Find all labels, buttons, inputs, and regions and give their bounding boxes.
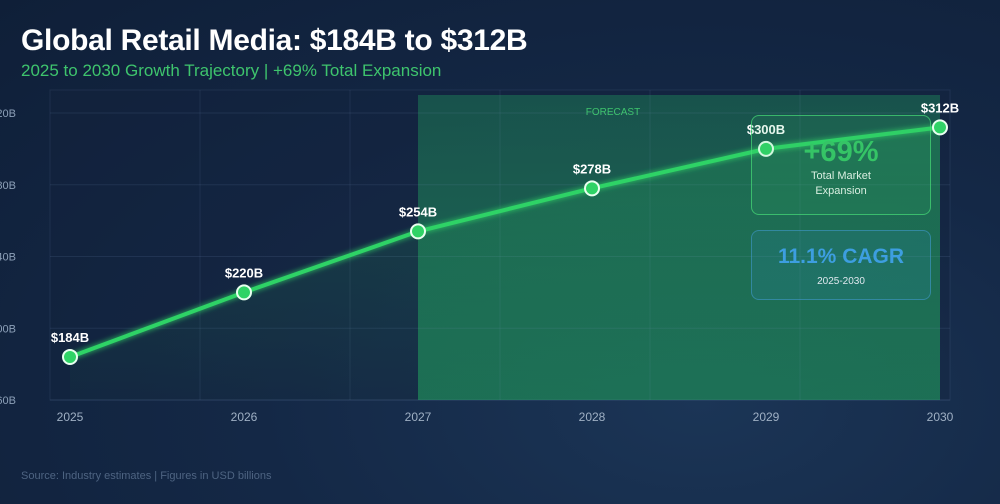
y-tick-label: $320B xyxy=(0,108,16,120)
data-label: $184B xyxy=(51,330,89,345)
data-point xyxy=(932,119,948,136)
cagr-value: 11.1% CAGR xyxy=(777,245,905,268)
x-tick-label: 2026 xyxy=(231,410,258,424)
y-tick-label: $280B xyxy=(0,180,16,192)
data-point xyxy=(758,140,774,157)
y-tick-label: $200B xyxy=(0,323,16,335)
cagr-callout: 11.1% CAGR 2025-2030 xyxy=(751,230,931,300)
data-point xyxy=(410,223,426,240)
expansion-value: +69% xyxy=(803,136,879,168)
x-tick-label: 2025 xyxy=(57,410,84,424)
cagr-period: 2025-2030 xyxy=(817,276,865,287)
data-label: $278B xyxy=(573,161,611,176)
source-note: Source: Industry estimates | Figures in … xyxy=(21,470,272,482)
chart-title: Global Retail Media: $184B to $312B xyxy=(21,24,528,57)
series-line xyxy=(69,125,941,359)
chart-subtitle: 2025 to 2030 Growth Trajectory | +69% To… xyxy=(21,61,442,80)
data-label: $300B xyxy=(747,122,785,137)
data-point xyxy=(584,180,600,197)
x-tick-label: 2027 xyxy=(405,410,432,424)
y-tick-label: $160B xyxy=(0,395,16,407)
x-tick-label: 2029 xyxy=(753,410,780,424)
x-tick-label: 2028 xyxy=(579,410,606,424)
data-label: $220B xyxy=(225,265,263,280)
data-label: $312B xyxy=(921,100,959,115)
x-tick-label: 2030 xyxy=(927,410,954,424)
data-point xyxy=(236,284,252,301)
expansion-label-line2: Expansion xyxy=(815,185,867,197)
data-label: $254B xyxy=(399,204,437,219)
y-tick-label: $240B xyxy=(0,252,16,264)
expansion-label-line1: Total Market xyxy=(811,170,871,182)
data-point xyxy=(62,348,78,365)
expansion-callout: +69% Total Market Expansion xyxy=(751,115,931,215)
forecast-label: FORECAST xyxy=(586,107,640,118)
series-area xyxy=(70,127,940,400)
